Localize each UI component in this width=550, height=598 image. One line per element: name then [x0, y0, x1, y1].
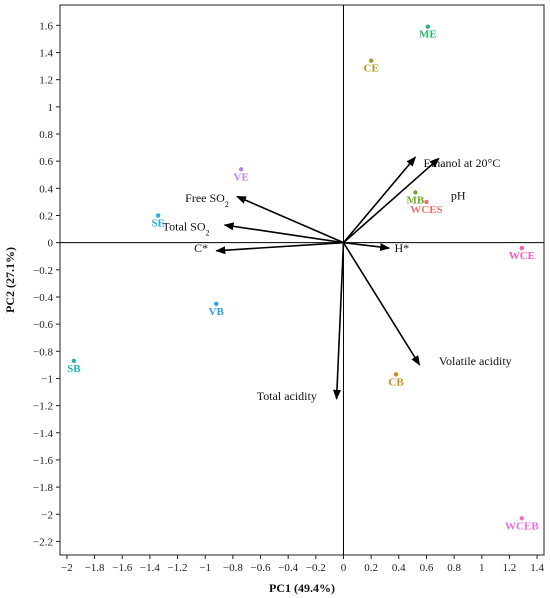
loading-label: Total SO2	[163, 219, 210, 237]
plot-frame	[59, 4, 545, 556]
y-axis-ticks: 1.6 1.4 1.2 1 0.8 0.6 0.4 0.2 0 −0.2 −0.4 −0.6 −0.8 −…	[33, 20, 60, 548]
score-point-label: VB	[209, 306, 225, 318]
y-tick-label: −2.2	[33, 536, 53, 548]
x-tick-label: 0.8	[447, 562, 461, 574]
y-tick-label: −1.6	[33, 455, 53, 467]
x-tick-label: −1.6	[112, 562, 132, 574]
loading-label: Total acidity	[257, 389, 317, 403]
score-point-label: ME	[419, 29, 437, 41]
loading-arrow	[342, 157, 440, 244]
y-tick-label: −0.8	[33, 346, 53, 358]
score-point-label: VE	[234, 171, 249, 183]
y-tick-label: 1.6	[39, 20, 53, 32]
x-tick-label: 1	[479, 562, 485, 574]
score-point	[425, 24, 431, 29]
score-point-label: WCEB	[505, 520, 539, 532]
x-tick-label: −1.4	[140, 562, 160, 574]
x-axis-ticks: −2 −1.8 −1.6 −1.4 −1.2 −1 −0.8 −0.6 −0.4 −0.2 0 0.2…	[61, 555, 544, 574]
loading-label: Ethanol at 20°C	[424, 156, 501, 170]
score-point	[214, 301, 219, 306]
x-tick-label: 1.4	[530, 562, 544, 574]
y-tick-label: 1.2	[39, 75, 53, 87]
score-point	[155, 213, 161, 218]
y-tick-label: −1.8	[33, 482, 53, 494]
y-tick-label: 0.6	[39, 156, 53, 168]
y-tick-label: −1.2	[33, 401, 53, 413]
y-axis-title: PC2 (27.1%)	[3, 247, 17, 313]
loading-label: H*	[395, 241, 410, 255]
score-point-label: SE	[151, 217, 164, 229]
loading-label: Volatile acidity	[439, 354, 512, 368]
loading-arrow	[215, 241, 344, 255]
x-tick-label: 0	[341, 562, 347, 574]
score-point	[71, 358, 77, 364]
loading-arrow	[332, 242, 345, 400]
y-tick-label: −0.4	[33, 292, 53, 304]
score-point-label: WCE	[509, 250, 535, 262]
y-tick-label: 0.2	[39, 210, 53, 222]
loading-label: Free SO2	[185, 191, 229, 209]
x-tick-label: −0.8	[223, 562, 243, 574]
score-point	[413, 190, 418, 195]
x-tick-label: 1.2	[503, 562, 517, 574]
loading-arrow	[236, 195, 344, 244]
loading-arrow	[342, 156, 417, 244]
x-tick-label: −0.4	[278, 562, 298, 574]
score-point-label: CB	[388, 376, 404, 388]
score-point-label: WCES	[410, 204, 442, 216]
x-tick-label: −0.2	[306, 562, 326, 574]
y-tick-label: 1	[48, 102, 54, 114]
y-tick-label: −1.4	[33, 428, 53, 440]
y-tick-label: 0	[48, 238, 54, 250]
score-point-label: MB	[407, 194, 425, 206]
x-tick-label: −0.6	[251, 562, 271, 574]
y-tick-label: 0.8	[39, 129, 53, 141]
y-tick-label: 0.4	[39, 183, 53, 195]
x-tick-label: −2	[61, 562, 73, 574]
loading-arrow	[343, 241, 391, 251]
y-tick-label: −1	[41, 373, 53, 385]
x-tick-label: 0.6	[420, 562, 434, 574]
score-point	[393, 372, 399, 377]
x-axis-title: PC1 (49.4%)	[269, 581, 335, 595]
score-point	[368, 58, 374, 63]
loading-label: pH	[451, 189, 466, 203]
x-tick-label: −1.8	[85, 562, 105, 574]
y-tick-label: −0.6	[33, 319, 53, 331]
loading-vectors: Ethanol at 20°C pH Free SO2 Total SO2 C* H* Vo…	[163, 156, 512, 403]
score-point	[238, 167, 244, 172]
loading-arrow	[342, 242, 421, 366]
x-tick-label: 0.2	[364, 562, 378, 574]
y-tick-label: −2	[41, 509, 53, 521]
loading-arrow	[223, 222, 344, 244]
score-point-label: CE	[364, 63, 379, 75]
score-point	[519, 245, 525, 251]
x-tick-label: 0.4	[392, 562, 406, 574]
score-point	[424, 199, 429, 205]
x-tick-label: −1	[199, 562, 211, 574]
loading-label: C*	[194, 241, 208, 255]
y-tick-label: −0.2	[33, 265, 53, 277]
x-tick-label: −1.2	[168, 562, 188, 574]
y-tick-label: 1.4	[39, 48, 53, 60]
score-point-label: SB	[67, 363, 81, 375]
score-point	[519, 516, 525, 521]
